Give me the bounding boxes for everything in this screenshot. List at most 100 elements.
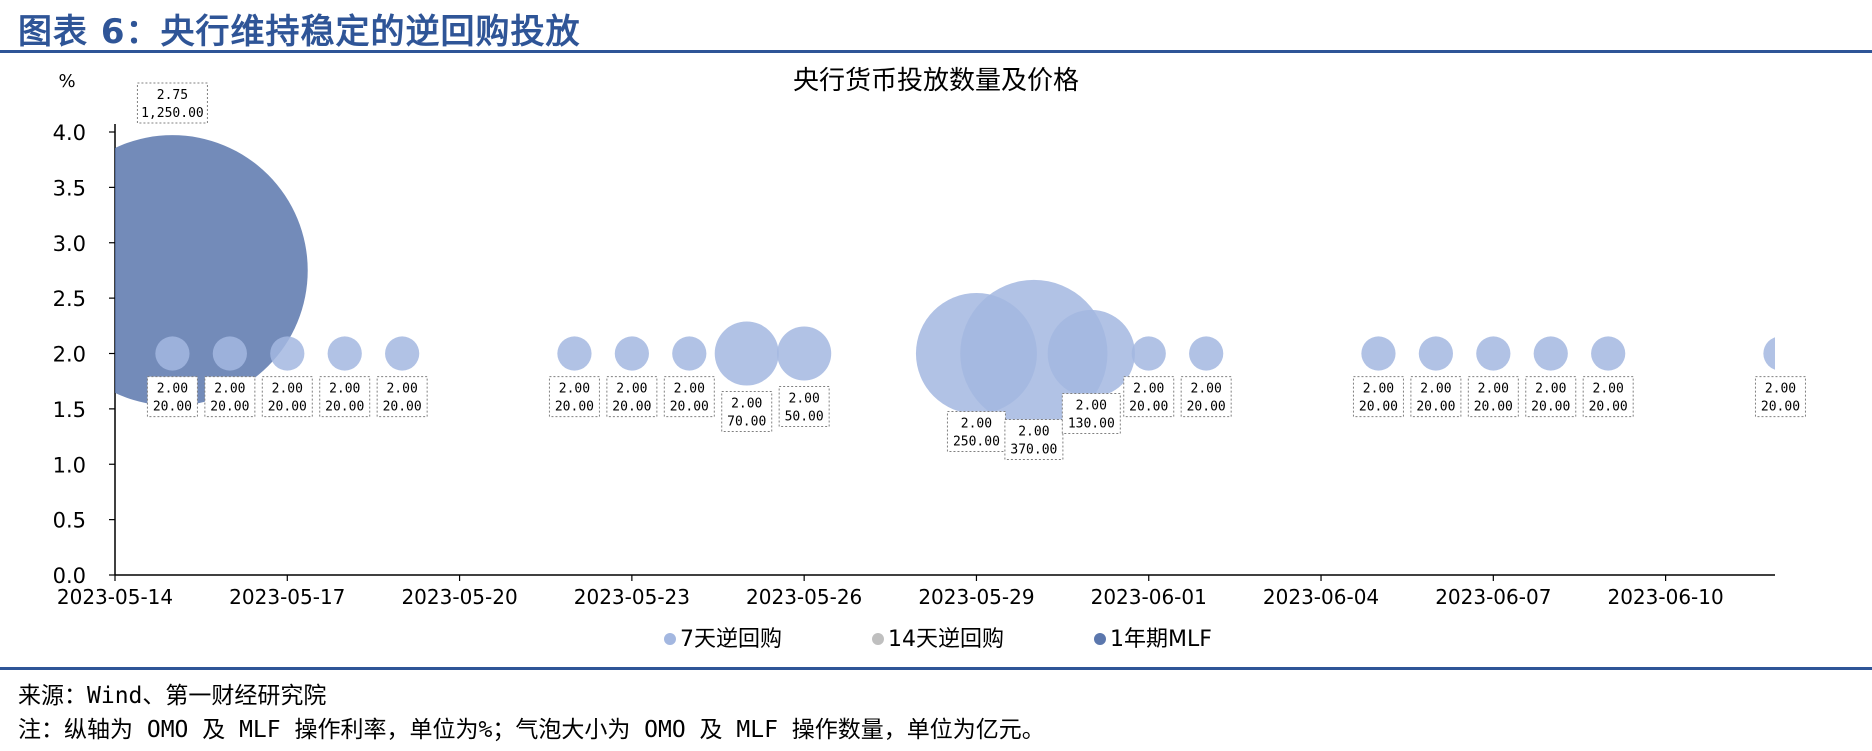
data-label-amount: 20.00 xyxy=(383,400,422,415)
bubble-reverse-repo xyxy=(714,321,779,386)
data-label: 2.00 20.00 xyxy=(1123,376,1175,418)
data-label-amount: 20.00 xyxy=(1129,400,1168,415)
bubble-reverse-repo xyxy=(1189,336,1224,371)
data-label-rate: 2.00 xyxy=(731,397,762,412)
legend-item: 7天逆回购 xyxy=(664,627,782,652)
data-label-rate: 2.00 xyxy=(386,382,417,397)
data-label: 2.00 20.00 xyxy=(1352,376,1404,418)
data-label: 2.00 20.00 xyxy=(1582,376,1634,418)
data-label: 2.00 20.00 xyxy=(1410,376,1462,418)
data-label-rate: 2.00 xyxy=(674,382,705,397)
bubble-reverse-repo xyxy=(777,326,832,381)
data-label-box xyxy=(136,82,208,124)
data-label-rate: 2.75 xyxy=(157,88,188,103)
data-label-box xyxy=(548,376,600,418)
data-label: 2.00 70.00 xyxy=(721,391,773,433)
data-label: 2.00 20.00 xyxy=(548,376,600,418)
legend-label: 7天逆回购 xyxy=(680,627,782,652)
bubble-reverse-repo xyxy=(1763,337,1775,370)
data-label-box xyxy=(376,376,428,418)
legend-marker xyxy=(664,633,676,645)
data-label-amount: 130.00 xyxy=(1068,417,1115,432)
data-label: 2.00 20.00 xyxy=(376,376,428,418)
axes: 0.0 0.5 1.0 1.5 2.0 2.5 3.0 3.5 4.0 2023-05-14 202… xyxy=(53,121,1775,609)
bubble-reverse-repo xyxy=(1361,336,1396,371)
data-label: 2.00 20.00 xyxy=(204,376,256,418)
bubble-mlf xyxy=(115,135,308,406)
y-tick-label: 4.0 xyxy=(53,121,86,145)
legend-label: 14天逆回购 xyxy=(888,627,1004,652)
data-label-box xyxy=(146,376,198,418)
legend-marker xyxy=(872,633,884,645)
data-label: 2.00 50.00 xyxy=(778,386,830,428)
figure-title: 图表 6：央行维持稳定的逆回购投放 xyxy=(18,12,581,52)
x-tick-label: 2023-05-29 xyxy=(918,585,1034,609)
data-label-amount: 50.00 xyxy=(785,410,824,425)
data-label: 2.00 20.00 xyxy=(663,376,715,418)
bubble-reverse-repo xyxy=(1591,336,1626,371)
bubble-reverse-repo xyxy=(1131,336,1166,371)
y-tick-label: 0.5 xyxy=(53,509,86,533)
data-label-amount: 20.00 xyxy=(1761,400,1800,415)
y-tick-label: 1.0 xyxy=(53,453,86,477)
x-tick-label: 2023-05-26 xyxy=(746,585,862,609)
x-tick-label: 2023-05-17 xyxy=(229,585,345,609)
data-label: 2.00 250.00 xyxy=(946,411,1006,452)
data-label-amount: 370.00 xyxy=(1010,443,1057,458)
data-label-box xyxy=(1410,376,1462,418)
bubble-reverse-repo xyxy=(1047,309,1135,398)
data-label-rate: 2.00 xyxy=(616,382,647,397)
bubble-reverse-repo xyxy=(1533,336,1568,371)
source-note: 来源：Wind、第一财经研究院 xyxy=(18,683,327,709)
data-label: 2.00 20.00 xyxy=(146,376,198,418)
bubble-reverse-repo xyxy=(557,336,592,371)
data-label-box xyxy=(1582,376,1634,418)
data-label-box xyxy=(261,376,313,418)
data-label-rate: 2.00 xyxy=(961,417,992,432)
bubble-reverse-repo xyxy=(1476,336,1511,371)
bubble-reverse-repo xyxy=(155,336,190,371)
data-label-amount: 70.00 xyxy=(727,415,766,430)
data-label: 2.00 20.00 xyxy=(1754,376,1806,418)
data-label: 2.00 20.00 xyxy=(319,376,371,418)
data-label-amount: 1,250.00 xyxy=(141,106,204,121)
x-tick-label: 2023-05-23 xyxy=(574,585,690,609)
data-label-box xyxy=(1525,376,1577,418)
data-label-amount: 20.00 xyxy=(555,400,594,415)
data-label-box xyxy=(1352,376,1404,418)
data-label-box xyxy=(606,376,658,418)
data-label-amount: 20.00 xyxy=(153,400,192,415)
bubble-reverse-repo xyxy=(672,336,707,371)
legend-label: 1年期MLF xyxy=(1110,627,1212,652)
data-label-box xyxy=(1180,376,1232,418)
data-label-rate: 2.00 xyxy=(789,392,820,407)
x-tick-label: 2023-06-10 xyxy=(1607,585,1723,609)
header-rule xyxy=(0,50,1872,53)
data-label-rate: 2.00 xyxy=(1076,399,1107,414)
bubble-reverse-repo xyxy=(1418,336,1454,371)
data-label-box xyxy=(721,391,773,433)
footer-rule xyxy=(0,667,1872,670)
data-label-rate: 2.00 xyxy=(1593,382,1624,397)
data-label-rate: 2.00 xyxy=(329,382,360,397)
data-label-box xyxy=(1123,376,1175,418)
bubble-reverse-repo xyxy=(327,336,362,371)
data-label-rate: 2.00 xyxy=(214,382,245,397)
y-axis-unit: % xyxy=(58,71,75,92)
data-label-amount: 20.00 xyxy=(210,400,249,415)
bubble-reverse-repo xyxy=(270,336,305,371)
x-tick-label: 2023-05-20 xyxy=(401,585,517,609)
data-label-rate: 2.00 xyxy=(1478,382,1509,397)
data-label-box xyxy=(204,376,256,418)
data-label-layer: 2.00 20.00 2.00 20.00 2.00 20.00 2.00 20.00 2.00… xyxy=(136,82,1806,460)
y-tick-label: 1.5 xyxy=(53,398,86,422)
data-label: 2.00 130.00 xyxy=(1061,393,1121,434)
data-label-rate: 2.00 xyxy=(1765,382,1796,397)
x-tick-label: 2023-06-01 xyxy=(1091,585,1207,609)
data-label-box xyxy=(1061,393,1121,434)
footnote: 注：纵轴为 OMO 及 MLF 操作利率，单位为%；气泡大小为 OMO 及 ML… xyxy=(18,717,1045,743)
x-tick-label: 2023-06-07 xyxy=(1435,585,1551,609)
data-label-box xyxy=(1754,376,1806,418)
data-label-amount: 20.00 xyxy=(1359,400,1398,415)
data-label-amount: 20.00 xyxy=(1531,400,1570,415)
